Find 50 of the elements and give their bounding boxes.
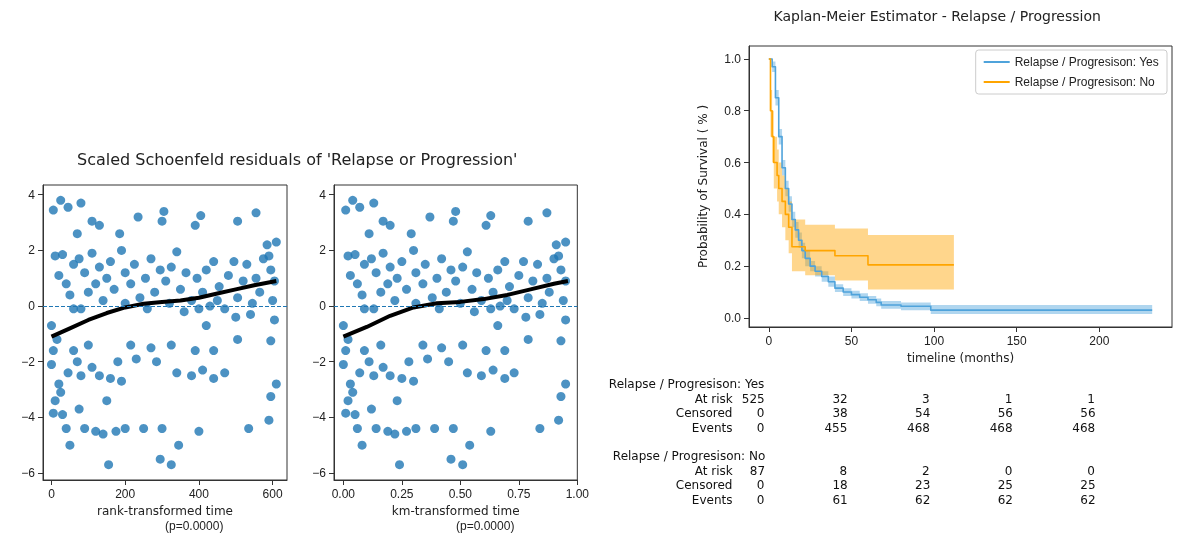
x-tick-label: 0.50 xyxy=(448,487,473,501)
text: Relapse / Progresison: Yes xyxy=(608,377,765,391)
y-tick-label: 4 xyxy=(319,187,327,202)
y-tick-label: 0.6 xyxy=(724,155,742,170)
text: (p=0.0000) xyxy=(455,519,515,533)
y-tick-label: −4 xyxy=(312,410,327,425)
x-tick-label: 0.25 xyxy=(390,487,414,501)
chart-title: Scaled Schoenfeld residuals of 'Relapse or Progression' xyxy=(77,150,518,169)
x-tick-label: 150 xyxy=(1006,334,1028,348)
y-tick-label: −6 xyxy=(21,466,36,481)
x-axis-title: rank-transformed time xyxy=(97,503,233,518)
x-tick-label: 1.00 xyxy=(565,487,590,501)
y-tick-label: 0.8 xyxy=(724,103,742,118)
y-tick-label: 0.0 xyxy=(724,310,742,325)
text: Events 0 61 62 62 62 xyxy=(691,492,1096,507)
x-axis-title: km-transformed time xyxy=(391,503,520,518)
y-tick-label: −4 xyxy=(21,410,36,425)
text: (p=0.0000) xyxy=(164,519,224,533)
legend-label: Relapse / Progresison: Yes xyxy=(1014,55,1159,69)
x-tick-label: 200 xyxy=(115,487,136,501)
y-tick-label: 1.0 xyxy=(724,51,742,66)
text: Events 0 455 468 468 468 xyxy=(691,420,1096,435)
y-tick-label: 0 xyxy=(319,299,327,314)
x-tick-label: 0.00 xyxy=(331,487,356,501)
x-tick-label: 100 xyxy=(924,334,945,348)
y-tick-label: −2 xyxy=(312,354,327,369)
text: Censored 0 38 54 56 56 xyxy=(675,406,1096,420)
y-tick-label: 2 xyxy=(28,243,36,258)
y-tick-label: 4 xyxy=(28,187,36,202)
x-tick-label: 0.75 xyxy=(507,487,531,501)
y-tick-label: 2 xyxy=(319,243,327,258)
y-tick-label: −2 xyxy=(21,354,36,369)
chart-title: Kaplan-Meier Estimator - Relapse / Progression xyxy=(773,8,1101,24)
y-axis-title: Probability of Survival ( % ) xyxy=(696,104,710,269)
x-tick-label: 0 xyxy=(48,487,56,501)
text: Censored 0 18 23 25 25 xyxy=(675,478,1096,492)
text: Relapse / Progresison: No xyxy=(612,449,766,463)
x-tick-label: 600 xyxy=(262,487,283,501)
x-tick-label: 0 xyxy=(765,334,773,348)
text: At risk 87 8 2 0 0 xyxy=(694,463,1095,478)
y-tick-label: 0 xyxy=(28,299,36,314)
x-tick-label: 400 xyxy=(188,487,210,501)
y-tick-label: −6 xyxy=(312,466,327,481)
y-tick-label: 0.2 xyxy=(724,259,742,274)
x-tick-label: 50 xyxy=(844,334,859,348)
y-tick-label: 0.4 xyxy=(724,207,742,222)
text: At risk 525 32 3 1 1 xyxy=(694,391,1095,406)
x-tick-label: 200 xyxy=(1089,334,1110,348)
x-axis-title: timeline (months) xyxy=(906,350,1015,365)
legend-label: Relapse / Progresison: No xyxy=(1014,75,1156,89)
